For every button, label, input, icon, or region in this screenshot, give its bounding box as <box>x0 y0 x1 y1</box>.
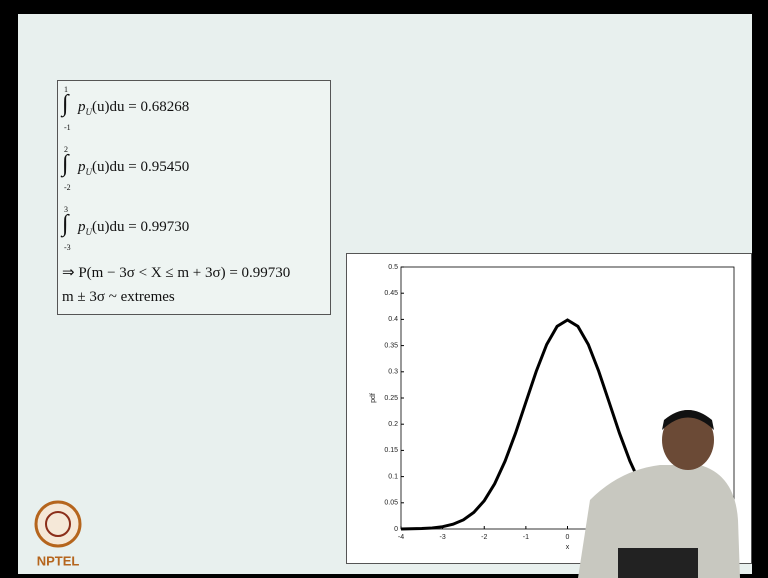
page: 1∫-1pU(u)du = 0.68268 2∫-2pU(u)du = 0.95… <box>0 0 768 578</box>
laptop <box>618 548 698 578</box>
presenter <box>0 0 768 578</box>
